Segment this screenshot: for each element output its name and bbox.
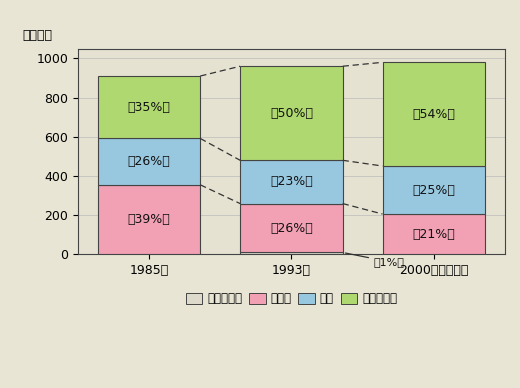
Text: （50%）: （50%） [270,107,313,120]
Text: （39%）: （39%） [127,213,171,226]
Bar [240,253,343,255]
Bar [98,185,200,255]
Text: （26%）: （26%） [127,155,171,168]
Text: （26%）: （26%） [270,222,313,234]
Bar [98,139,200,185]
Bar [98,76,200,139]
Bar [383,166,485,214]
Bar [240,204,343,253]
Legend: 特別な処理, 埋立て, 焼却, リサイクル: 特別な処理, 埋立て, 焼却, リサイクル [181,288,402,310]
Text: （35%）: （35%） [127,101,171,114]
Text: （21%）: （21%） [412,228,455,241]
Text: （23%）: （23%） [270,175,313,189]
Text: （54%）: （54%） [412,107,455,121]
Bar [240,66,343,160]
Bar [383,62,485,166]
Bar [240,160,343,204]
Bar [383,214,485,255]
Text: （1%）: （1%） [345,253,405,267]
Text: （万ｔ）: （万ｔ） [22,29,52,42]
Text: （25%）: （25%） [412,184,455,197]
